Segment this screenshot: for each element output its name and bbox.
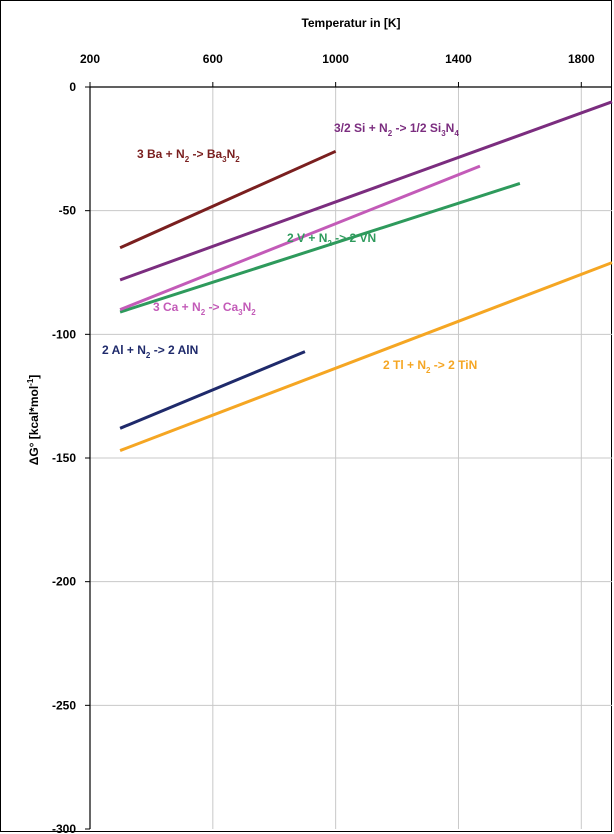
- series-line-al: [119, 350, 306, 430]
- series-lines: [119, 100, 613, 452]
- label-text: 2 V + N: [287, 231, 327, 245]
- label-text: 2 Al + N: [102, 343, 146, 357]
- series-line-ba: [119, 149, 337, 250]
- y-tick-label: -150: [52, 451, 76, 465]
- series-line-v: [119, 182, 521, 314]
- label-text: -> 2 AlN: [150, 343, 198, 357]
- subscript: 4: [454, 129, 459, 138]
- series-label-si: 3/2 Si + N2 -> 1/2 Si3N4: [334, 121, 459, 138]
- subscript: 2: [185, 155, 190, 164]
- subscript: 3: [238, 308, 243, 317]
- series-label-al: 2 Al + N2 -> 2 AlN: [102, 343, 198, 360]
- subscript: 2: [251, 308, 256, 317]
- subscript: 2: [146, 351, 151, 360]
- y-tick-label: -100: [52, 327, 76, 341]
- series-line-ti: [119, 261, 613, 452]
- series-label-ti: 2 Tl + N2 -> 2 TiN: [383, 358, 477, 375]
- series-line-si: [119, 100, 613, 282]
- label-text: -> 2 VN: [332, 231, 376, 245]
- x-tick-label: 1000: [322, 52, 349, 66]
- subscript: 2: [201, 308, 206, 317]
- y-tick-label: -50: [59, 204, 77, 218]
- x-tick-label: 1400: [445, 52, 472, 66]
- y-axis-title-main: ΔG° [kcal*mol: [27, 386, 41, 465]
- y-tick-label: -300: [52, 822, 76, 834]
- tick-labels: 200 600 1000 1400 1800 0 -50 -100 -150 -200 -250 -3…: [52, 52, 595, 834]
- x-tick-label: 600: [203, 52, 223, 66]
- subscript: 2: [327, 239, 332, 248]
- y-tick-label: 0: [69, 80, 76, 94]
- series-label-ca: 3 Ca + N2 -> Ca3N2: [153, 300, 256, 317]
- label-text: 3 Ca + N: [153, 300, 201, 314]
- grid-lines: [90, 87, 612, 829]
- series-label-ba: 3 Ba + N2 -> Ba3N2: [137, 147, 240, 164]
- label-text: 2 Tl + N: [383, 358, 426, 372]
- label-text: -> 2 TiN: [430, 358, 477, 372]
- y-tick-label: -200: [52, 575, 76, 589]
- subscript: 2: [235, 155, 240, 164]
- y-tick-label: -250: [52, 698, 76, 712]
- label-text: 3 Ba + N: [137, 147, 185, 161]
- y-axis-title-sup: -1: [26, 378, 35, 386]
- y-axis-title-end: ]: [27, 375, 41, 379]
- label-text: N: [446, 121, 455, 135]
- subscript: 2: [388, 129, 393, 138]
- axes: [85, 82, 612, 830]
- label-text: -> 1/2 Si: [392, 121, 441, 135]
- subscript: 3: [441, 129, 446, 138]
- subscript: 2: [426, 366, 431, 375]
- label-text: N: [243, 300, 252, 314]
- x-tick-label: 1800: [568, 52, 595, 66]
- x-axis-title: Temperatur in [K]: [301, 16, 400, 30]
- label-text: N: [227, 147, 236, 161]
- subscript: 3: [222, 155, 227, 164]
- series-line-ca: [119, 164, 481, 311]
- x-tick-label: 200: [80, 52, 100, 66]
- series-label-v: 2 V + N2 -> 2 VN: [287, 231, 376, 248]
- label-text: -> Ca: [205, 300, 238, 314]
- label-text: -> Ba: [189, 147, 222, 161]
- label-text: 3/2 Si + N: [334, 121, 388, 135]
- y-axis-title: ΔG° [kcal*mol-1]: [26, 375, 41, 466]
